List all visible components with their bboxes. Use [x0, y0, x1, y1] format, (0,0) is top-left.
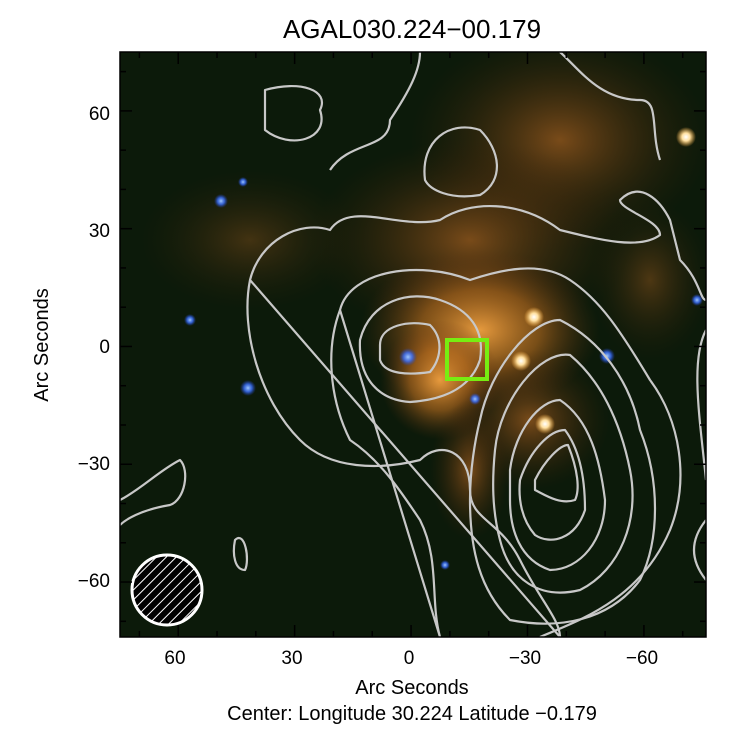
target-marker	[445, 338, 489, 381]
contours	[120, 52, 706, 637]
contour-level-1c	[232, 536, 249, 572]
beam-circle	[130, 553, 204, 627]
point-sources	[184, 127, 703, 570]
diffuse-emission	[140, 52, 706, 540]
x-tick-label: 30	[281, 648, 302, 669]
y-axis-label: Arc Seconds	[31, 288, 53, 401]
contour-level-9	[533, 443, 579, 503]
contour-level-7	[508, 398, 607, 572]
contour-level-1b	[120, 458, 187, 526]
x-tick-label: 0	[404, 648, 415, 669]
x-axis-label: Arc Seconds	[355, 677, 468, 699]
contour-level-2	[330, 267, 682, 637]
contour-level-6	[492, 353, 634, 594]
x-tick-labels: 60 30 0 −30 −60	[164, 648, 658, 669]
axis-ticks	[120, 52, 706, 637]
y-tick-label: −60	[78, 571, 110, 592]
y-tick-label: 60	[89, 104, 110, 125]
x-tick-label: −30	[509, 648, 541, 669]
caption: Center: Longitude 30.224 Latitude −0.179	[227, 703, 597, 725]
y-tick-label: 30	[89, 221, 110, 242]
contour-level-1e	[329, 52, 662, 171]
contour-level-1f	[423, 126, 498, 198]
contour-level-4	[378, 322, 441, 375]
plot-frame	[119, 51, 707, 638]
contour-level-1d	[263, 85, 323, 142]
y-tick-label: 0	[99, 337, 110, 358]
y-tick-labels: 60 30 0 −30 −60	[78, 104, 110, 592]
contour-level-8	[518, 428, 587, 541]
contour-level-5	[468, 318, 657, 625]
chart-title: AGAL030.224−00.179	[283, 14, 541, 44]
x-tick-label: −60	[626, 648, 658, 669]
y-tick-label: −30	[78, 454, 110, 475]
plot-area	[120, 52, 706, 637]
contour-level-3	[358, 295, 483, 404]
x-tick-label: 60	[164, 648, 185, 669]
contour-level-1	[246, 190, 706, 637]
